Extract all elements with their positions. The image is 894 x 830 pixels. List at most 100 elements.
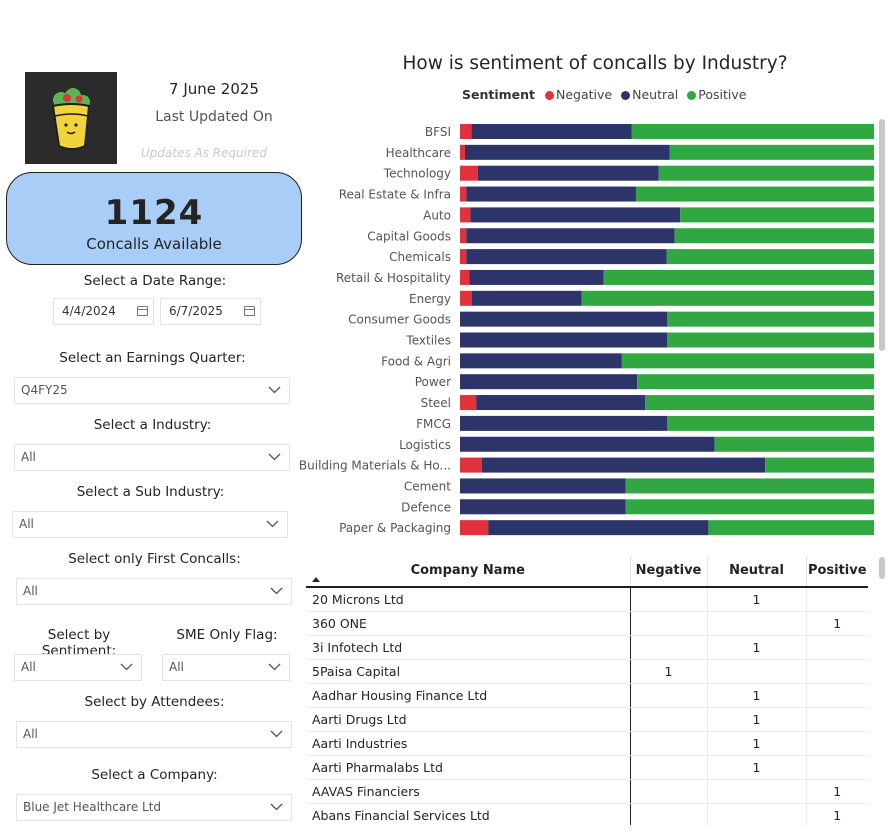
bar-segment-positive[interactable] bbox=[658, 165, 874, 181]
bar-segment-positive[interactable] bbox=[674, 228, 874, 244]
bar-segment-negative[interactable] bbox=[460, 269, 470, 285]
calendar-icon[interactable] bbox=[244, 306, 255, 316]
bar-segment-neutral[interactable] bbox=[476, 395, 646, 411]
bar-segment-positive[interactable] bbox=[667, 332, 874, 348]
bar-segment-positive[interactable] bbox=[645, 395, 874, 411]
bar-segment-neutral[interactable] bbox=[471, 124, 632, 139]
table-scrollbar[interactable] bbox=[879, 557, 885, 579]
bar-segment-positive[interactable] bbox=[637, 374, 874, 390]
bar-segment-neutral[interactable] bbox=[460, 311, 667, 327]
table-row[interactable]: 360 ONE 1 bbox=[306, 611, 868, 636]
company-name-cell: 20 Microns Ltd bbox=[306, 587, 630, 612]
sme-dropdown[interactable]: All bbox=[162, 654, 290, 681]
bar-segment-neutral[interactable] bbox=[488, 520, 709, 536]
bar-segment-negative[interactable] bbox=[460, 249, 467, 265]
bar-segment-negative[interactable] bbox=[460, 207, 471, 223]
bar-segment-neutral[interactable] bbox=[477, 165, 659, 181]
bar-segment-neutral[interactable] bbox=[460, 499, 626, 515]
col-header-positive[interactable]: Positive bbox=[805, 555, 868, 588]
bar-segment-negative[interactable] bbox=[460, 457, 482, 473]
chevron-down-icon bbox=[268, 453, 281, 461]
positive-cell bbox=[805, 731, 868, 756]
legend-item-negative[interactable]: Negative bbox=[545, 87, 612, 102]
bar-segment-positive[interactable] bbox=[603, 269, 874, 285]
bar-segment-negative[interactable] bbox=[460, 395, 477, 411]
industry-label: Select a Industry: bbox=[93, 417, 212, 433]
bar-segment-positive[interactable] bbox=[581, 290, 874, 306]
col-header-neutral[interactable]: Neutral bbox=[706, 555, 806, 588]
table-row[interactable]: 3i Infotech Ltd 1 bbox=[306, 635, 868, 660]
bar-segment-positive[interactable] bbox=[625, 499, 874, 515]
company-name-cell: 5Paisa Capital bbox=[306, 659, 630, 684]
bar-segment-positive[interactable] bbox=[669, 144, 874, 160]
company-name-cell: Abans Financial Services Ltd bbox=[306, 803, 630, 825]
table-row[interactable]: Aarti Industries 1 bbox=[306, 731, 868, 756]
bar-segment-positive[interactable] bbox=[680, 207, 874, 223]
col-header-company[interactable]: Company Name bbox=[306, 555, 630, 588]
date-start-input[interactable]: 4/4/2024 bbox=[53, 298, 154, 325]
attendees-dropdown[interactable]: All bbox=[16, 721, 292, 748]
table-row[interactable]: Abans Financial Services Ltd 1 bbox=[306, 803, 868, 825]
bar-segment-neutral[interactable] bbox=[460, 353, 622, 369]
bar-segment-neutral[interactable] bbox=[460, 332, 667, 348]
bar-segment-positive[interactable] bbox=[635, 186, 874, 202]
table-row[interactable]: AAVAS Financiers 1 bbox=[306, 779, 868, 804]
first-concalls-dropdown[interactable]: All bbox=[16, 578, 292, 605]
bar-segment-negative[interactable] bbox=[460, 520, 489, 536]
quarter-value: Q4FY25 bbox=[21, 383, 68, 397]
bar-segment-positive[interactable] bbox=[667, 415, 874, 431]
bar-segment-negative[interactable] bbox=[460, 144, 465, 160]
table-row[interactable]: Aarti Pharmalabs Ltd 1 bbox=[306, 755, 868, 780]
negative-cell bbox=[629, 731, 707, 756]
bar-segment-positive[interactable] bbox=[625, 478, 874, 494]
table-row[interactable]: 20 Microns Ltd 1 bbox=[306, 587, 868, 612]
bar-segment-neutral[interactable] bbox=[466, 186, 636, 202]
table-row[interactable]: 5Paisa Capital 1 bbox=[306, 659, 868, 684]
date-end-input[interactable]: 6/7/2025 bbox=[160, 298, 261, 325]
calendar-icon[interactable] bbox=[137, 306, 148, 316]
positive-cell bbox=[805, 683, 868, 708]
industry-dropdown[interactable]: All bbox=[14, 444, 290, 471]
bar-segment-neutral[interactable] bbox=[464, 144, 670, 160]
bar-segment-neutral[interactable] bbox=[469, 269, 604, 285]
bar-segment-neutral[interactable] bbox=[470, 207, 681, 223]
bar-segment-negative[interactable] bbox=[460, 165, 478, 181]
bar-segment-positive[interactable] bbox=[621, 353, 874, 369]
bar-segment-neutral[interactable] bbox=[472, 290, 582, 306]
bar-segment-positive[interactable] bbox=[667, 311, 874, 327]
bar-segment-negative[interactable] bbox=[460, 186, 467, 202]
bar-segment-positive[interactable] bbox=[631, 124, 874, 139]
negative-cell bbox=[629, 611, 707, 636]
sort-ascending-icon[interactable] bbox=[312, 577, 320, 582]
table-row[interactable]: Aarti Drugs Ltd 1 bbox=[306, 707, 868, 732]
bar-segment-positive[interactable] bbox=[765, 457, 874, 473]
chevron-down-icon bbox=[120, 663, 133, 671]
bar-segment-neutral[interactable] bbox=[460, 374, 638, 390]
bar-segment-positive[interactable] bbox=[666, 249, 874, 265]
bar-segment-neutral[interactable] bbox=[460, 436, 715, 452]
bar-segment-neutral[interactable] bbox=[466, 228, 675, 244]
legend-item-neutral[interactable]: Neutral bbox=[621, 87, 678, 102]
neutral-cell: 1 bbox=[706, 683, 806, 708]
negative-cell: 1 bbox=[629, 659, 707, 684]
sub-industry-dropdown[interactable]: All bbox=[12, 511, 288, 538]
col-header-negative[interactable]: Negative bbox=[629, 555, 707, 588]
company-dropdown[interactable]: Blue Jet Healthcare Ltd bbox=[16, 794, 292, 821]
table-row[interactable]: Aadhar Housing Finance Ltd 1 bbox=[306, 683, 868, 708]
bar-segment-negative[interactable] bbox=[460, 290, 473, 306]
bar-segment-negative[interactable] bbox=[460, 124, 472, 139]
concalls-count: 1124 bbox=[104, 193, 204, 233]
bar-segment-negative[interactable] bbox=[460, 228, 467, 244]
bar-segment-neutral[interactable] bbox=[466, 249, 667, 265]
bar-segment-positive[interactable] bbox=[708, 520, 874, 536]
bar-segment-neutral[interactable] bbox=[481, 457, 766, 473]
bar-segment-neutral[interactable] bbox=[460, 478, 626, 494]
bar-segment-neutral[interactable] bbox=[460, 415, 667, 431]
category-label: Steel bbox=[421, 396, 451, 410]
positive-cell bbox=[805, 755, 868, 780]
quarter-dropdown[interactable]: Q4FY25 bbox=[14, 377, 290, 404]
bar-segment-positive[interactable] bbox=[714, 436, 874, 452]
chart-scrollbar[interactable] bbox=[879, 119, 885, 351]
legend-item-positive[interactable]: Positive bbox=[687, 87, 746, 102]
sentiment-dropdown[interactable]: All bbox=[14, 654, 142, 681]
